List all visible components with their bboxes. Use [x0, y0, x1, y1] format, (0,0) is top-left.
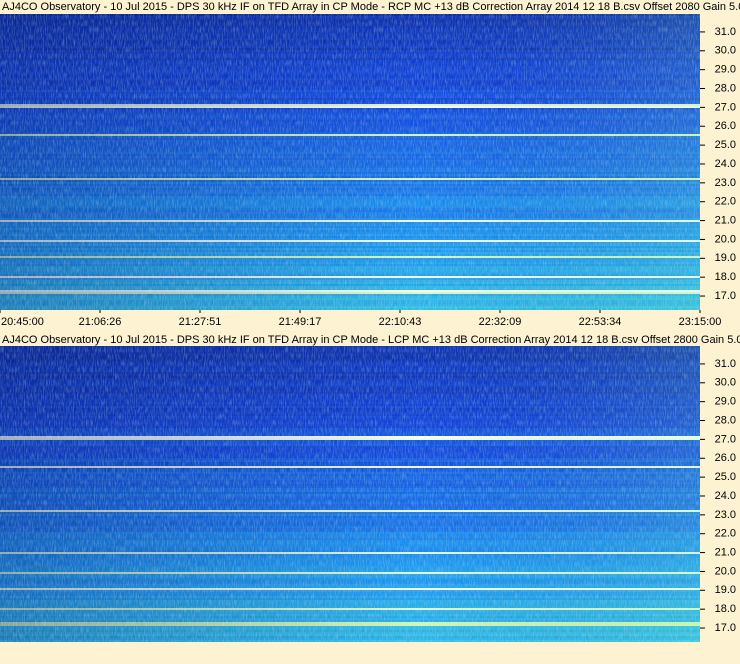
x-tick-label: 21:27:51 [179, 316, 222, 328]
y-tick-label: 27.0 [715, 101, 736, 113]
y-tick-label: 31.0 [715, 26, 736, 38]
x-tick-label: 21:49:17 [279, 316, 322, 328]
y-tick-label: 28.0 [715, 82, 736, 94]
y-tick-label: 29.0 [715, 396, 736, 408]
chart-title: AJ4CO Observatory - 10 Jul 2015 - DPS 30… [2, 334, 740, 346]
y-tick-label: 31.0 [715, 358, 736, 370]
x-tick-label: 22:53:34 [579, 316, 622, 328]
x-tick-label: 20:45:00 [1, 316, 44, 328]
x-tick-label: 23:15:00 [679, 316, 722, 328]
y-tick-label: 19.0 [715, 584, 736, 596]
y-tick-label: 22.0 [715, 196, 736, 208]
y-tick-label: 17.0 [715, 290, 736, 302]
y-tick-label: 21.0 [715, 214, 736, 226]
title-strip [0, 0, 740, 14]
y-tick-label: 26.0 [715, 452, 736, 464]
y-tick-label: 18.0 [715, 603, 736, 615]
y-tick-label: 24.0 [715, 490, 736, 502]
spectrogram-noise [0, 346, 700, 642]
y-tick-label: 19.0 [715, 252, 736, 264]
y-tick-label: 18.0 [715, 271, 736, 283]
y-tick-label: 23.0 [715, 177, 736, 189]
y-tick-label: 17.0 [715, 622, 736, 634]
x-tick-label: 22:32:09 [479, 316, 522, 328]
y-tick-label: 30.0 [715, 45, 736, 57]
y-tick-label: 26.0 [715, 120, 736, 132]
x-tick-label: 21:06:26 [79, 316, 122, 328]
y-tick-label: 29.0 [715, 64, 736, 76]
y-tick-label: 20.0 [715, 565, 736, 577]
title-strip [0, 333, 740, 346]
y-tick-label: 25.0 [715, 139, 736, 151]
y-tick-label: 25.0 [715, 471, 736, 483]
spectrogram-noise [0, 14, 700, 310]
y-tick-label: 24.0 [715, 158, 736, 170]
chart-title: AJ4CO Observatory - 10 Jul 2015 - DPS 30… [2, 1, 740, 13]
x-tick-label: 22:10:43 [379, 316, 422, 328]
y-tick-label: 22.0 [715, 528, 736, 540]
y-tick-label: 23.0 [715, 509, 736, 521]
y-tick-label: 30.0 [715, 377, 736, 389]
y-tick-label: 21.0 [715, 546, 736, 558]
y-tick-label: 27.0 [715, 433, 736, 445]
y-tick-label: 20.0 [715, 233, 736, 245]
y-tick-label: 28.0 [715, 414, 736, 426]
